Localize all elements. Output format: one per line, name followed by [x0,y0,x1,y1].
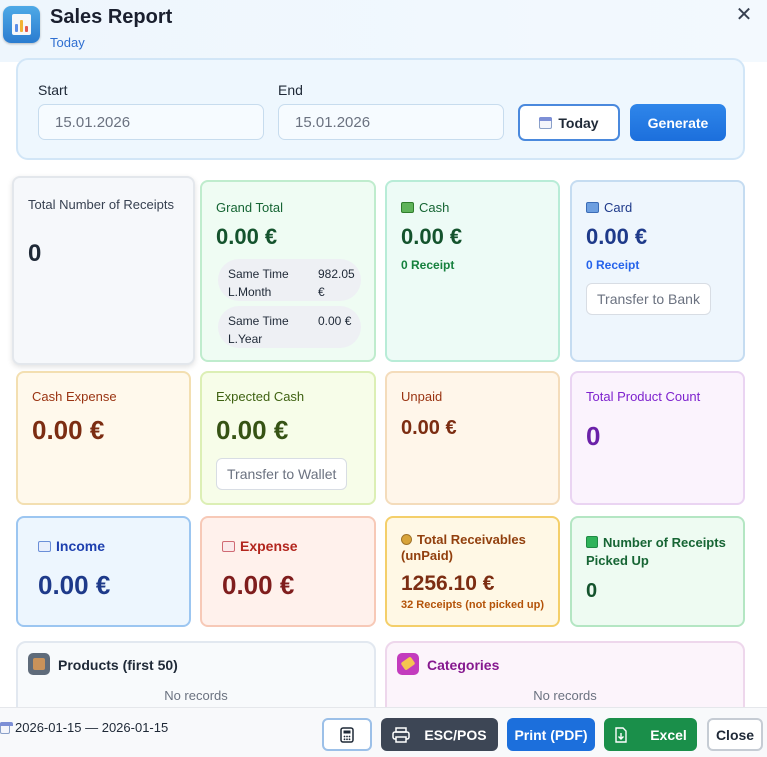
unpaid-card: Unpaid 0.00 € [385,371,560,505]
total-receivables-value: 1256.10 € [401,572,495,595]
last-month-label: Same Time L.Month [228,267,289,299]
cash-expense-card: Cash Expense 0.00 € [16,371,191,505]
cash-value: 0.00 € [401,224,463,249]
report-chart-icon [3,6,40,43]
total-product-count-card: Total Product Count 0 [570,371,745,505]
income-card: Income 0.00 € [16,516,191,627]
receipts-picked-up-value: 0 [586,580,598,602]
credit-card-icon [586,202,599,213]
products-panel-title: Products (first 50) [58,657,178,673]
today-button-label: Today [558,114,599,131]
products-empty-state: No records [164,688,228,703]
expense-title-row: Expense [222,538,298,554]
total-receivables-card: Total Receivables (unPaid) 1256.10 € 32 … [385,516,560,627]
expense-card: Expense 0.00 € [200,516,376,627]
file-download-icon [615,726,627,743]
print-pdf-button[interactable]: Print (PDF) [507,718,595,751]
grand-total-value: 0.00 € [216,224,278,249]
cash-card: Cash 0.00 € 0 Receipt [385,180,560,362]
total-receivables-title-row: Total Receivables (unPaid) [401,532,551,564]
categories-panel-title: Categories [427,657,500,673]
card-value: 0.00 € [586,224,648,249]
expected-cash-card: Expected Cash 0.00 € Transfer to Wallet [200,371,376,505]
expense-value: 0.00 € [222,570,295,600]
cash-title: Cash [419,200,450,215]
total-receipts-title: Total Number of Receipts [28,197,174,212]
last-month-value: 982.05 € [318,267,355,299]
receipts-picked-up-card: Number of Receipts Picked Up 0 [570,516,745,627]
expected-cash-value: 0.00 € [216,415,289,445]
last-year-value: 0.00 € [318,314,352,328]
window-title: Sales Report [50,6,173,28]
end-date-input[interactable]: 15.01.2026 [278,104,504,140]
close-icon[interactable]: ✕ [735,4,753,26]
window-subtitle: Today [50,35,85,50]
grand-total-title: Grand Total [216,200,283,215]
cash-expense-title: Cash Expense [32,389,117,404]
total-product-count-value: 0 [586,421,601,451]
calendar-icon [539,116,553,129]
end-label: End [278,82,303,98]
unpaid-title: Unpaid [401,389,443,404]
footer-date-range-text: 2026-01-15 — 2026-01-15 [15,720,169,735]
cash-receipts: 0 Receipt [401,258,455,272]
total-receivables-receipts: 32 Receipts (not picked up) [401,599,545,611]
card-title-row: Card [586,200,632,215]
grand-total-card: Grand Total 0.00 € Same Time L.Month 982… [200,180,376,362]
today-button[interactable]: Today [518,104,620,141]
cash-title-row: Cash [401,200,449,215]
total-product-count-title: Total Product Count [586,389,701,404]
escpos-button-label: ESC/POS [424,726,487,743]
calculator-button[interactable] [322,718,372,751]
generate-button[interactable]: Generate [630,104,726,141]
tag-icon [397,653,419,675]
receipts-picked-up-title: Number of Receipts Picked Up [586,535,726,568]
calculator-icon [340,726,354,743]
chart-decreasing-icon [222,541,235,552]
footer-date-range: 2026-01-15 — 2026-01-15 [0,720,168,735]
total-receipts-card: Total Number of Receipts 0 [12,176,195,365]
transfer-to-bank-button[interactable]: Transfer to Bank [586,283,711,315]
last-month-comparison: Same Time L.Month 982.05 € [218,259,361,301]
income-value: 0.00 € [38,570,111,600]
date-filter-panel: Start 15.01.2026 End 15.01.2026 Today Ge… [16,58,745,160]
income-title-row: Income [38,538,105,554]
transfer-to-wallet-button[interactable]: Transfer to Wallet [216,458,348,490]
receipts-picked-up-title-row: Number of Receipts Picked Up [586,534,736,570]
categories-empty-state: No records [533,688,597,703]
start-label: Start [38,82,68,98]
total-receipts-value: 0 [28,240,42,267]
footer-bar: 2026-01-15 — 2026-01-15 ESC/POS Print (P… [0,707,767,757]
check-mark-icon [586,536,598,548]
unpaid-value: 0.00 € [401,417,457,439]
cash-icon [401,202,414,213]
card-title: Card [604,200,633,215]
cash-expense-value: 0.00 € [32,415,105,445]
close-button[interactable]: Close [707,718,763,751]
start-date-input[interactable]: 15.01.2026 [38,104,264,140]
money-bag-icon [401,534,412,545]
excel-button-label: Excel [650,726,687,743]
window-header: Sales Report Today ✕ [0,0,767,62]
printer-icon [392,726,411,743]
last-year-comparison: Same Time L.Year 0.00 € [218,306,361,348]
total-receivables-title: Total Receivables (unPaid) [401,532,526,563]
escpos-print-button[interactable]: ESC/POS [381,718,498,751]
excel-export-button[interactable]: Excel [604,718,697,751]
package-icon [28,653,50,675]
last-year-label: Same Time L.Year [228,314,289,346]
expense-title: Expense [240,538,298,554]
income-title: Income [56,538,106,554]
calendar-icon [0,721,13,734]
card-payment-card: Card 0.00 € 0 Receipt Transfer to Bank [570,180,745,362]
chart-increasing-icon [38,541,51,552]
expected-cash-title: Expected Cash [216,389,305,404]
card-receipts: 0 Receipt [586,258,640,272]
